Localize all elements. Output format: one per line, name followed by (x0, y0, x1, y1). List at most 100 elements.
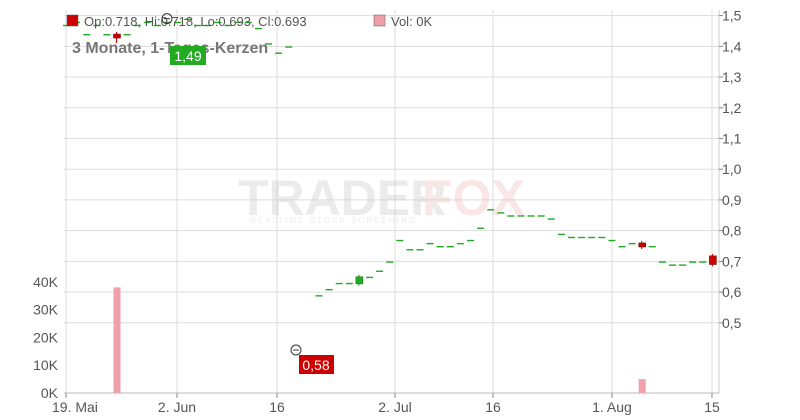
volume-bar (113, 287, 121, 393)
price-tick-label: 1,5 (722, 8, 742, 24)
price-tick-label: 1,0 (722, 161, 742, 177)
ohlc-legend-swatch (66, 14, 79, 27)
date-tick-label: 16 (485, 399, 501, 415)
candle-body (537, 215, 545, 217)
price-tick-label: 1,2 (722, 100, 742, 116)
vol-legend-text: Vol: 0K (391, 14, 433, 29)
candle-body (366, 276, 373, 279)
candle-body (113, 33, 121, 39)
high-label-box (170, 46, 206, 65)
candle-body (477, 227, 485, 229)
candle-body (103, 34, 111, 36)
candle-body (123, 34, 131, 36)
candle-body (426, 242, 434, 245)
watermark-text-a: TRADER (238, 170, 446, 226)
candle-body (679, 264, 687, 266)
candle-body (214, 21, 222, 24)
price-axis: 1,5 1,4 1,3 1,2 1,1 1,0 0,9 0,8 0,7 0,6 0,5 (719, 8, 742, 331)
volume-bar (638, 379, 646, 393)
candle-body (709, 255, 717, 265)
high-marker-circle (161, 13, 173, 25)
volume-axis: 40K 30K 20K 10K 0K (33, 274, 59, 401)
candle-body (275, 52, 283, 54)
candle-body (568, 236, 575, 239)
low-label-box (299, 355, 334, 374)
date-axis: 19. Mai 2. Jun 16 2. Jul 16 1. Aug 15 (52, 393, 720, 415)
candle-body (345, 282, 353, 285)
candle-body (164, 21, 171, 24)
candle-body (467, 239, 474, 242)
price-tick-label: 0,6 (722, 284, 742, 300)
low-label-text: 0,58 (302, 357, 329, 373)
vol-legend-swatch (373, 14, 386, 27)
price-tick-label: 1,1 (722, 130, 742, 146)
candle-body (487, 209, 495, 211)
candle-body (638, 242, 646, 248)
candle-body (648, 246, 656, 248)
ohlc-legend-text: Op:0.718, Hi:0.718, Lo:0.693, Cl:0.693 (84, 14, 307, 29)
candle-body (224, 24, 232, 27)
price-tick-label: 0,5 (722, 315, 742, 331)
candle-body (133, 24, 141, 27)
price-tick-label: 1,4 (722, 38, 742, 54)
price-tick-label: 1,3 (722, 69, 742, 85)
date-tick-label: 2. Jul (378, 399, 411, 415)
candle-body (254, 27, 262, 30)
candle-body (153, 24, 161, 27)
volume-tick-label: 10K (33, 357, 59, 373)
price-tick-label: 0,7 (722, 253, 742, 269)
legend: Op:0.718, Hi:0.718, Lo:0.693, Cl:0.693 V… (66, 14, 433, 29)
annotations: 1,49 0,58 (161, 13, 334, 374)
candle-body (588, 236, 596, 239)
candle-body (527, 215, 535, 217)
volume-tick-label: 0K (41, 385, 59, 401)
volume-bars (113, 287, 646, 393)
candle-body (143, 21, 151, 24)
candle-body (386, 261, 394, 263)
candle-body (507, 215, 515, 217)
candle-body (355, 276, 364, 285)
candle-body (598, 236, 606, 239)
candle-body (517, 215, 525, 217)
candle-body (396, 239, 404, 242)
candle-body (335, 282, 343, 285)
candle-body (376, 270, 384, 272)
candle-body (325, 289, 333, 291)
date-tick-label: 16 (269, 399, 285, 415)
candle-body (628, 242, 636, 245)
candle-body (63, 24, 70, 27)
candle-body (93, 24, 101, 27)
volume-tick-label: 40K (33, 274, 59, 290)
candle-body (557, 233, 565, 236)
candle-body (184, 18, 192, 21)
candles (63, 18, 717, 297)
price-tick-label: 0,9 (722, 192, 742, 208)
date-tick-label: 1. Aug (592, 399, 632, 415)
candle-body (689, 261, 697, 263)
candle-body (204, 24, 212, 27)
candle-body (83, 34, 91, 36)
traderfox-watermark: TRADER FOX REALTIME STOCK SCREENING (238, 170, 525, 226)
candle-body (234, 21, 242, 24)
date-tick-label: 2. Jun (158, 399, 196, 415)
watermark-text-b: FOX (422, 170, 525, 226)
candle-body (315, 295, 323, 297)
candle-body (578, 236, 586, 239)
candle-body (618, 246, 626, 248)
volume-tick-label: 30K (33, 302, 59, 318)
candle-body (436, 246, 444, 248)
candle-body (285, 46, 293, 48)
candle-body (699, 261, 707, 263)
volume-tick-label: 20K (33, 329, 59, 345)
candle-body (194, 24, 202, 27)
candle-body (658, 261, 666, 263)
date-tick-label: 15 (704, 399, 720, 415)
candle-body (497, 212, 505, 214)
plot-background (64, 10, 719, 393)
candle-body (456, 242, 464, 245)
candle-body (244, 21, 252, 24)
candle-body (547, 218, 555, 220)
candle-body (416, 249, 424, 251)
price-tick-label: 0,8 (722, 223, 742, 239)
